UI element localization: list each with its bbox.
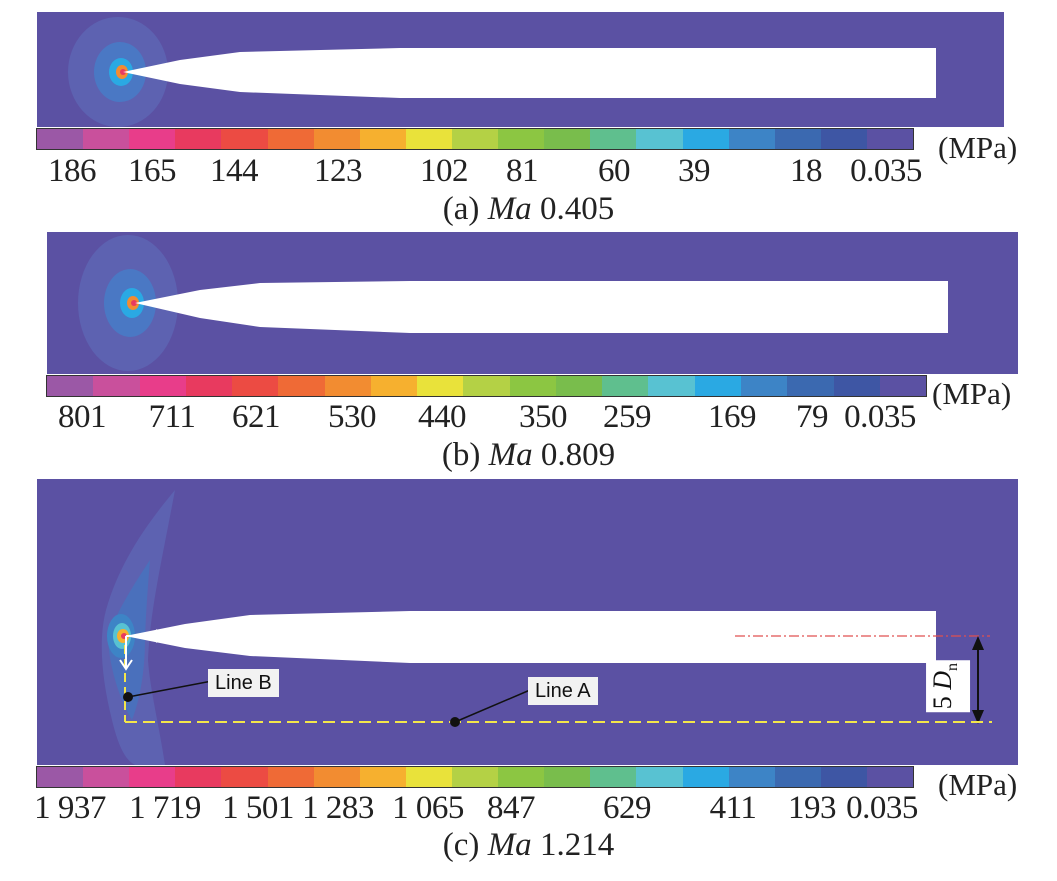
tick-label: 1 719 (129, 790, 201, 826)
stagnation-contours-a (68, 17, 168, 127)
tick-label: 847 (487, 790, 536, 826)
tick-label: 79 (796, 399, 829, 435)
tick-label: 621 (232, 399, 281, 435)
colorbar-unit-b: (MPa) (932, 376, 1012, 411)
colorbar-a (36, 128, 914, 150)
tick-label: 629 (603, 790, 652, 826)
jet-region-b (135, 281, 948, 333)
tick-label: 1 065 (392, 790, 464, 826)
tick-label: 1 937 (34, 790, 106, 826)
line-b-marker (123, 692, 133, 702)
panel-a: (MPa) 186 165 144 123 102 81 60 39 18 0.… (0, 0, 1057, 230)
tick-label: 193 (788, 790, 837, 826)
tick-label: 440 (418, 399, 467, 435)
panel-b: (MPa) 801 711 621 530 440 350 259 169 79… (0, 232, 1057, 473)
stagnation-contours-b (78, 235, 178, 371)
tick-label: 0.035 (850, 153, 922, 189)
tick-label: 60 (598, 153, 631, 189)
stress-contour-field-a (37, 12, 1004, 127)
colorbar-c (36, 766, 914, 788)
tick-label: 259 (603, 399, 652, 435)
colorbar-unit-a: (MPa) (938, 130, 1018, 165)
shock-contours-c (101, 490, 175, 765)
tick-label: 801 (58, 399, 107, 435)
tick-label: 1 283 (302, 790, 374, 826)
tick-label: 530 (328, 399, 377, 435)
line-a-label: Line A (528, 677, 598, 705)
tick-label: 102 (420, 153, 469, 189)
colorbar-b (46, 375, 927, 397)
colorbar-ticks-b: 801 711 621 530 440 350 259 169 79 0.035 (0, 397, 1057, 437)
colorbar-ticks-c: 1 937 1 719 1 501 1 283 1 065 847 629 41… (0, 788, 1057, 828)
panel-caption-b: (b) Ma 0.809 (441, 437, 616, 473)
stress-contour-field-b (47, 232, 1018, 374)
line-a-marker (450, 717, 460, 727)
colorbar-ticks-a: 186 165 144 123 102 81 60 39 18 0.035 (0, 151, 1057, 191)
panel-caption-a: (a) Ma 0.405 (442, 191, 615, 227)
tick-label: 123 (314, 153, 363, 189)
tick-label: 186 (48, 153, 97, 189)
line-b-label: Line B (208, 669, 279, 697)
tick-label: 350 (519, 399, 568, 435)
tick-label: 81 (506, 153, 539, 189)
tick-label: 169 (708, 399, 757, 435)
colorbar-unit-c: (MPa) (938, 767, 1018, 802)
panel-caption-c: (c) Ma 1.214 (442, 827, 615, 863)
tick-label: 39 (678, 153, 711, 189)
dimension-label: 5 Dn (926, 659, 971, 713)
tick-label: 18 (790, 153, 823, 189)
tick-label: 0.035 (844, 399, 916, 435)
jet-region-c (125, 611, 936, 663)
jet-region-a (123, 48, 936, 98)
tick-label: 411 (709, 790, 757, 826)
tick-label: 144 (210, 153, 259, 189)
tick-label: 1 501 (222, 790, 294, 826)
tick-label: 165 (128, 153, 177, 189)
tick-label: 0.035 (846, 790, 918, 826)
tick-label: 711 (148, 399, 196, 435)
